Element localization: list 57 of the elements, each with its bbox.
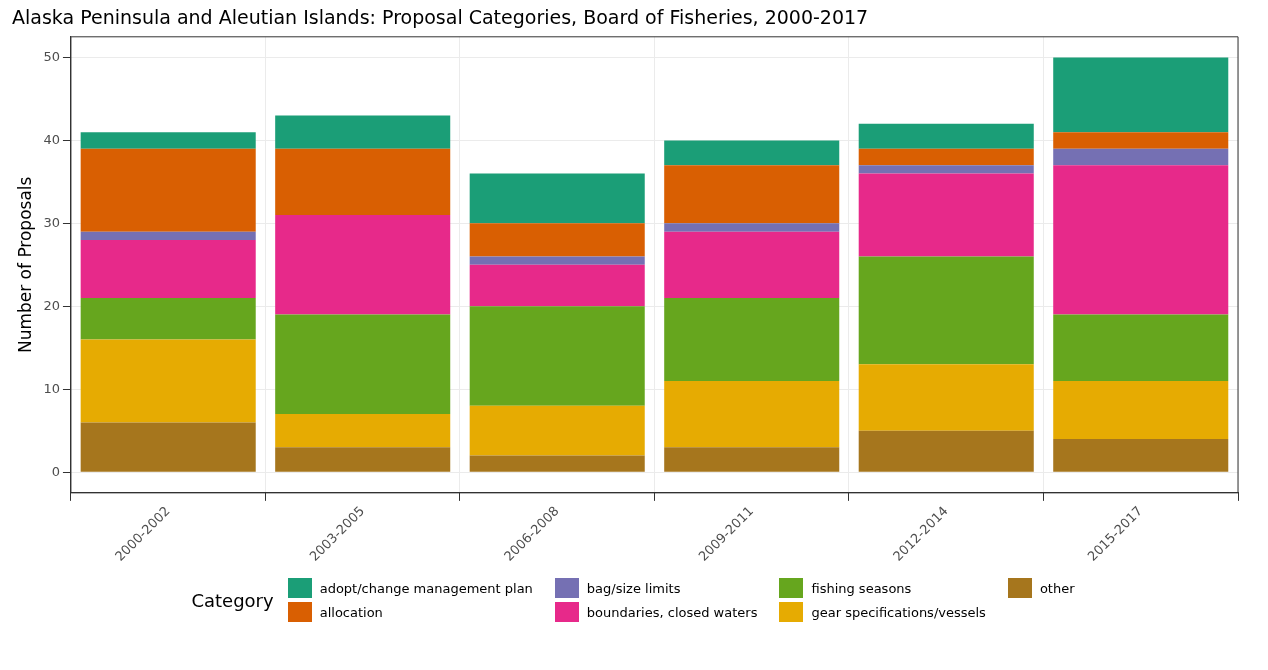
bar: [858, 165, 1034, 174]
bar: [664, 231, 840, 298]
bar: [469, 306, 645, 406]
bar: [664, 140, 840, 166]
bar: [1053, 132, 1229, 149]
y-tick-label: 10: [43, 380, 60, 396]
bar: [80, 339, 256, 423]
legend-label: other: [1039, 580, 1075, 596]
legend-label: gear specifications/vessels: [811, 604, 986, 620]
bar: [80, 298, 256, 340]
bar: [275, 148, 451, 216]
bar: [664, 223, 840, 232]
bar: [1053, 148, 1229, 166]
bar: [469, 455, 645, 472]
bar: [664, 380, 840, 448]
bar: [1053, 380, 1229, 439]
bar: [858, 256, 1034, 365]
bar: [80, 422, 256, 472]
bar: [1053, 438, 1229, 472]
bar: [80, 239, 256, 298]
y-axis-title: Number of Proposals: [14, 176, 35, 354]
bar: [469, 173, 645, 224]
bar: [664, 165, 840, 224]
bar: [858, 123, 1034, 149]
bar: [275, 314, 451, 415]
legend-label: allocation: [319, 604, 383, 620]
y-tick-label: 30: [43, 214, 60, 230]
y-tick-label: 50: [43, 48, 60, 64]
bar: [80, 231, 256, 240]
bar: [275, 414, 451, 448]
bar: [1053, 314, 1229, 381]
legend-label: boundaries, closed waters: [586, 604, 758, 620]
bar: [1053, 165, 1229, 315]
bar: [858, 430, 1034, 472]
bar: [858, 173, 1034, 257]
legend-label: fishing seasons: [811, 580, 912, 596]
bar: [275, 447, 451, 472]
bar: [858, 148, 1034, 166]
bar: [80, 132, 256, 149]
bar: [1053, 57, 1229, 133]
y-tick-label: 0: [51, 463, 60, 479]
bar: [469, 223, 645, 257]
bar: [858, 364, 1034, 431]
chart-title: Alaska Peninsula and Aleutian Islands: Proposal Categories, Board of Fisheries, 2000-2017: [12, 6, 869, 29]
legend-label: bag/size limits: [586, 580, 681, 596]
bar: [664, 447, 840, 472]
bar: [469, 405, 645, 456]
bar: [469, 264, 645, 307]
bar: [80, 148, 256, 232]
bar: [469, 256, 645, 265]
y-tick-label: 40: [43, 131, 60, 147]
bar: [275, 115, 451, 149]
y-tick-label: 20: [43, 297, 60, 313]
bar: [275, 215, 451, 315]
legend-title: Category: [191, 589, 274, 611]
legend-label: adopt/change management plan: [319, 580, 533, 596]
bar: [664, 298, 840, 381]
